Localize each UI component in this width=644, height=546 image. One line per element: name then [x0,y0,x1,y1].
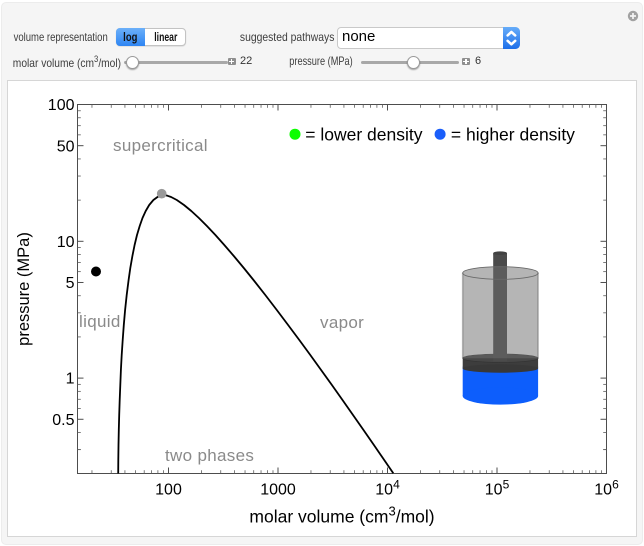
svg-text:10: 10 [594,482,612,499]
svg-text:two phases: two phases [165,446,254,465]
svg-text:10: 10 [57,234,75,251]
svg-text:molar volume (cm3/mol): molar volume (cm3/mol) [249,503,434,526]
svg-text:liquid: liquid [79,312,121,331]
svg-text:supercritical: supercritical [113,136,208,155]
svg-text:= higher density: = higher density [451,124,575,144]
svg-text:6: 6 [612,478,619,492]
svg-text:10: 10 [375,482,393,499]
svg-text:1: 1 [66,371,75,388]
svg-text:pressure (MPa): pressure (MPa) [15,232,33,346]
svg-text:5: 5 [66,275,75,292]
svg-text:10: 10 [485,482,503,499]
svg-text:5: 5 [503,478,510,492]
svg-text:= lower density: = lower density [305,124,422,144]
svg-text:0.5: 0.5 [52,412,74,429]
svg-text:50: 50 [57,138,75,155]
svg-text:100: 100 [48,97,75,114]
svg-text:1000: 1000 [260,482,296,499]
svg-text:100: 100 [155,482,182,499]
svg-text:4: 4 [393,478,400,492]
svg-text:vapor: vapor [320,313,364,332]
